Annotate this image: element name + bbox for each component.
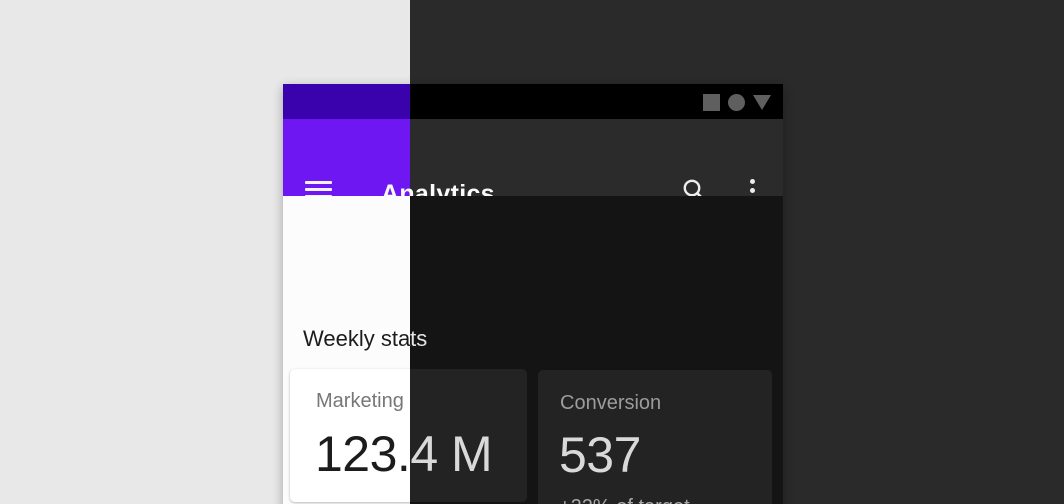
circle-icon <box>728 94 745 111</box>
section-title: Weekly stats <box>410 326 427 352</box>
status-bar-icons <box>703 94 771 111</box>
triangle-down-icon <box>753 95 771 110</box>
phone-screen: Analytics Weekly stats Marketing 123.4 M <box>410 84 783 504</box>
conversion-card[interactable]: Conversion 537 +22% of target <box>538 370 772 504</box>
section-title: Weekly stats <box>303 326 428 351</box>
app-bar: Analytics <box>410 119 783 208</box>
card-label: Conversion <box>560 392 662 414</box>
marketing-card[interactable]: Marketing 123.4 M <box>410 369 527 502</box>
card-delta: +22% of target <box>559 495 690 504</box>
card-label: Marketing <box>316 390 404 412</box>
square-icon <box>703 94 720 111</box>
card-value: 123.4 M <box>410 425 493 483</box>
card-value: 537 <box>559 427 641 483</box>
content-area: Weekly stats Marketing 123.4 M Conversio… <box>410 196 783 504</box>
status-bar <box>410 84 783 119</box>
